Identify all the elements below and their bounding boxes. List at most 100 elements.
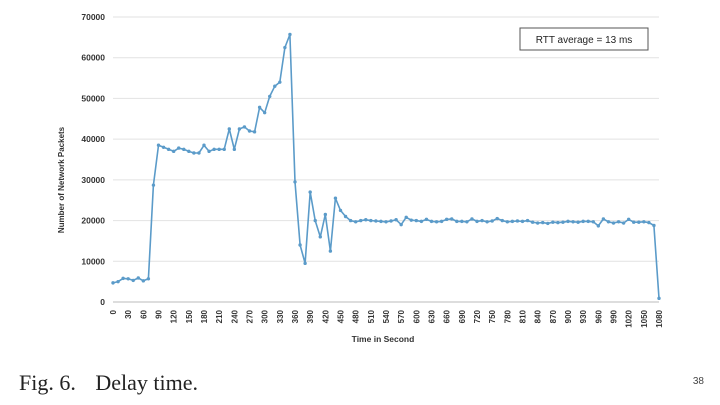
data-point <box>642 220 646 224</box>
x-tick-label: 1020 <box>625 309 634 327</box>
data-point <box>601 217 606 221</box>
y-tick-label: 30000 <box>81 175 105 185</box>
x-tick-label: 300 <box>261 309 270 323</box>
data-point <box>475 219 479 224</box>
y-tick-label: 70000 <box>81 12 105 22</box>
data-point <box>394 218 398 222</box>
data-point <box>273 84 277 88</box>
data-point <box>424 217 429 222</box>
data-point <box>242 125 247 129</box>
data-point <box>652 223 656 228</box>
page-number: 38 <box>692 376 704 387</box>
data-point <box>404 215 408 220</box>
series-packets <box>111 32 661 301</box>
data-point <box>637 220 641 224</box>
data-point <box>298 243 302 247</box>
data-point <box>621 221 626 225</box>
data-point <box>192 151 196 155</box>
data-point <box>576 220 580 224</box>
figure-number: Fig. 6. <box>19 370 76 395</box>
x-tick-label: 660 <box>443 309 452 323</box>
data-point <box>535 221 540 225</box>
x-tick-label: 870 <box>549 309 558 323</box>
data-point <box>455 219 459 224</box>
data-point <box>343 214 348 219</box>
data-point <box>632 220 636 224</box>
x-tick-label: 30 <box>124 309 133 318</box>
figure-caption-text: Delay time. <box>95 370 198 395</box>
y-tick-label: 10000 <box>81 256 105 266</box>
x-tick-label: 1080 <box>655 309 664 327</box>
x-tick-label: 120 <box>170 309 179 323</box>
data-point <box>556 220 560 225</box>
x-tick-label: 330 <box>276 309 285 323</box>
data-point <box>551 220 555 224</box>
data-point <box>419 219 424 224</box>
data-point <box>161 145 166 149</box>
data-point <box>525 218 530 223</box>
data-point <box>505 220 510 224</box>
series-line <box>112 33 660 299</box>
data-point <box>369 218 373 223</box>
y-tick-label: 40000 <box>81 134 105 144</box>
data-point <box>338 208 343 213</box>
data-point <box>450 217 454 221</box>
x-tick-label: 180 <box>200 309 209 323</box>
data-point <box>409 218 413 222</box>
x-tick-label: 150 <box>185 309 194 323</box>
data-point <box>510 219 515 224</box>
data-point <box>237 127 242 131</box>
x-tick-label: 210 <box>215 309 224 323</box>
data-point <box>262 110 267 115</box>
data-point <box>571 220 575 224</box>
data-point <box>187 149 191 154</box>
x-tick-label: 600 <box>412 309 421 323</box>
y-tick-label: 60000 <box>81 53 105 63</box>
data-point <box>439 219 444 224</box>
x-tick-label: 630 <box>428 309 437 323</box>
data-point <box>136 276 140 280</box>
data-point <box>429 219 434 224</box>
x-tick-label: 390 <box>306 309 315 323</box>
data-point <box>141 279 146 283</box>
data-point <box>353 220 358 224</box>
data-point <box>414 218 419 223</box>
data-point <box>364 218 368 222</box>
data-point <box>359 218 363 223</box>
data-point <box>278 80 282 84</box>
data-point <box>318 235 322 239</box>
data-point <box>647 220 651 225</box>
data-point <box>561 220 565 224</box>
data-point <box>171 149 176 154</box>
figure-caption: Fig. 6. Delay time. <box>19 370 198 396</box>
data-point <box>460 219 464 224</box>
data-point <box>177 146 181 150</box>
data-point <box>333 196 338 200</box>
data-point <box>252 130 257 134</box>
data-point <box>384 220 388 224</box>
x-tick-label: 720 <box>473 309 482 323</box>
data-point <box>520 219 525 224</box>
x-tick-label: 270 <box>246 309 255 323</box>
data-point <box>566 219 570 224</box>
data-point <box>434 220 439 224</box>
data-point <box>485 220 489 224</box>
data-point <box>470 217 474 221</box>
data-point <box>217 147 221 152</box>
data-point <box>232 147 237 152</box>
x-tick-label: 840 <box>534 309 543 323</box>
data-point <box>212 147 216 152</box>
y-axis-label: Number of Network Packets <box>57 126 66 233</box>
x-tick-label: 900 <box>564 309 573 323</box>
data-point <box>207 149 211 154</box>
data-point <box>227 127 231 131</box>
data-point <box>126 277 130 281</box>
data-point <box>156 143 161 147</box>
data-point <box>389 219 393 223</box>
annotation-text: RTT average = 13 ms <box>536 35 633 46</box>
x-tick-label: 0 <box>109 309 118 314</box>
line-chart: 0 10000 20000 30000 40000 50000 60000 70000 0 30… <box>57 12 664 344</box>
data-point <box>611 221 616 225</box>
data-point <box>581 219 585 224</box>
data-point <box>293 180 297 184</box>
